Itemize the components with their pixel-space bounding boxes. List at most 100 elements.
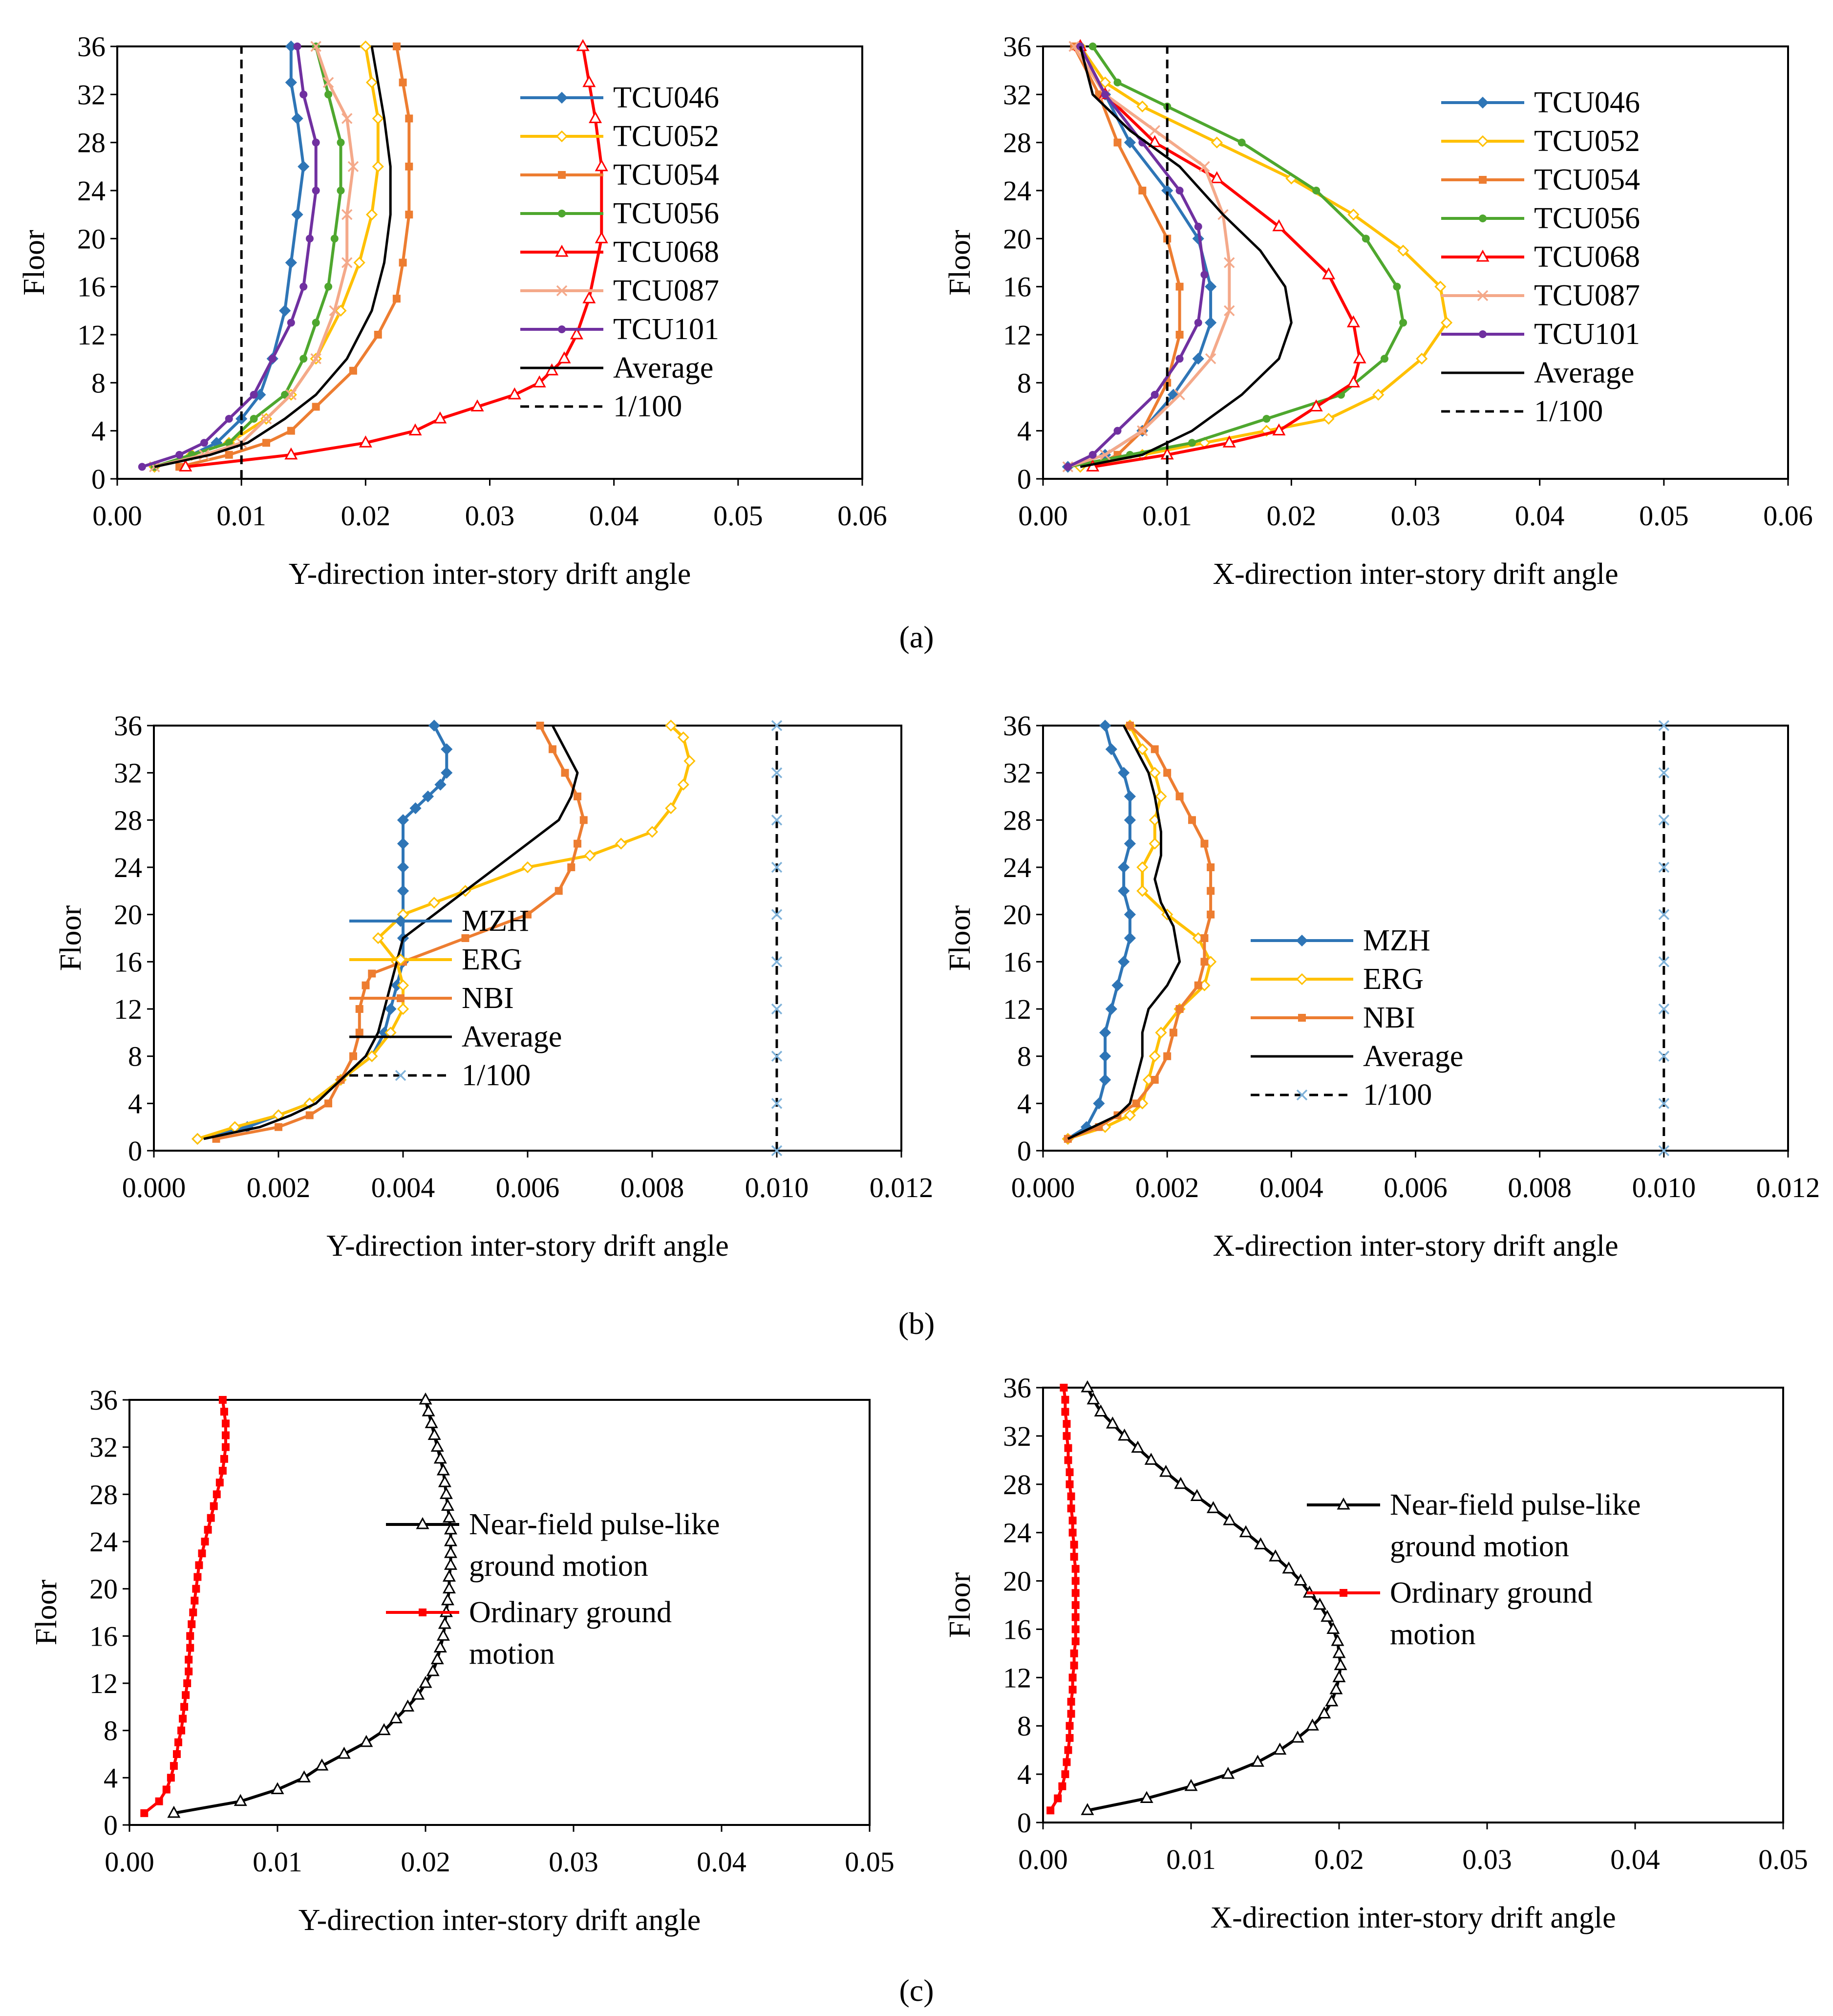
data-point (185, 1655, 193, 1664)
data-point (359, 435, 372, 448)
data-point (1064, 1746, 1072, 1754)
data-point (1207, 910, 1215, 919)
data-point (1068, 1528, 1077, 1537)
data-point (1061, 1770, 1069, 1779)
data-point (192, 1133, 204, 1145)
data-point (1318, 1706, 1331, 1718)
legend-label: ERG (1363, 963, 1424, 996)
data-point (683, 755, 696, 767)
data-point (179, 1715, 187, 1723)
data-point (438, 1617, 451, 1629)
data-point (1136, 743, 1149, 755)
legend: TCU046 TCU052 TCU054 TCU056 TCU068 TCU087 TCU1… (1441, 86, 1640, 428)
data-point (1099, 449, 1111, 461)
legend-label: NBI (1363, 1001, 1415, 1034)
data-point (433, 411, 447, 424)
y-tick-label: 32 (89, 1432, 118, 1463)
data-point (1071, 1601, 1080, 1609)
data-point (555, 130, 568, 143)
data-point (1334, 1658, 1347, 1671)
data-point (1194, 319, 1202, 327)
data-point (444, 1558, 458, 1570)
data-point (1064, 463, 1072, 471)
data-point (1068, 41, 1080, 52)
y-tick-label: 36 (77, 31, 106, 63)
data-point (574, 839, 581, 848)
y-tick-label: 4 (104, 1762, 118, 1794)
x-tick-label: 0.00 (1018, 1844, 1068, 1875)
data-point (285, 76, 297, 88)
data-point (372, 160, 384, 172)
chart-b-left: 0 4 8 12 16 20 24 28 32 36 0.000 0.002 0.004 0.006 0.0… (54, 710, 933, 1263)
data-point (1124, 932, 1136, 944)
x-axis-label: Y-direction inter-story drift angle (289, 558, 691, 591)
data-point (1159, 1464, 1173, 1477)
x-tick-label: 0.006 (496, 1172, 560, 1203)
data-point (444, 1534, 458, 1546)
x-tick-label: 0.05 (1758, 1844, 1808, 1875)
data-point (1200, 271, 1209, 279)
data-point (310, 41, 321, 52)
data-point (1113, 427, 1122, 435)
series-near-field-pulse-like-ground-motion (1081, 1380, 1347, 1815)
data-point (771, 1051, 783, 1062)
y-tick-label: 28 (89, 1479, 118, 1510)
data-point (1113, 78, 1122, 86)
data-point (1093, 1097, 1105, 1110)
x-tick-label: 0.04 (1610, 1844, 1660, 1875)
data-point (1067, 1710, 1075, 1718)
data-point (508, 387, 521, 400)
data-point (1188, 439, 1196, 447)
x-tick-label: 0.01 (1142, 500, 1192, 532)
data-point (426, 1664, 440, 1676)
charts-layer: 0 4 8 12 16 20 24 28 32 36 0.00 0.01 0.02 0.03 0.04 0.0… (18, 31, 1820, 1937)
data-point (1658, 767, 1670, 778)
data-point (177, 1726, 186, 1735)
data-point (213, 1490, 221, 1499)
data-point (1347, 209, 1360, 221)
data-point (1353, 351, 1366, 364)
data-point (312, 187, 320, 194)
y-axis-label: Floor (943, 230, 977, 296)
data-point (1138, 187, 1147, 194)
data-point (1200, 934, 1209, 942)
legend-label: TCU056 (613, 197, 719, 230)
data-point (365, 76, 378, 88)
data-point (384, 1003, 397, 1015)
data-point (1658, 1098, 1670, 1109)
data-point (372, 932, 384, 944)
data-point (1332, 1670, 1346, 1682)
data-point (1477, 290, 1489, 301)
x-tick-label: 0.004 (371, 1172, 435, 1203)
x-tick-label: 0.002 (1135, 1172, 1199, 1203)
data-point (1063, 1758, 1071, 1766)
series-average (203, 725, 579, 1140)
x-axis-label: X-direction inter-story drift angle (1213, 1229, 1618, 1263)
data-point (1282, 1561, 1296, 1574)
series-line (1067, 725, 1181, 1140)
data-point (1205, 353, 1216, 365)
data-point (1251, 1755, 1264, 1767)
x-tick-label: 0.01 (1166, 1844, 1216, 1875)
data-point (419, 1392, 432, 1405)
data-point (189, 1609, 197, 1616)
y-axis-label: Floor (30, 1579, 63, 1645)
data-point (438, 1475, 451, 1487)
data-point (615, 837, 627, 850)
data-point (1099, 1073, 1111, 1086)
data-point (436, 1629, 450, 1641)
x-tick-label: 0.000 (122, 1172, 186, 1203)
data-point (1200, 958, 1209, 966)
y-tick-label: 4 (128, 1088, 142, 1119)
data-point (771, 1003, 783, 1015)
data-point (401, 1699, 415, 1712)
x-tick-label: 0.008 (620, 1172, 684, 1203)
legend-label: TCU046 (1534, 86, 1640, 119)
data-point (299, 355, 308, 363)
legend-label: Near-field pulse-like (1390, 1488, 1641, 1522)
x-tick-label: 0.012 (1756, 1172, 1820, 1203)
data-point (1325, 1694, 1339, 1707)
series-tcu068 (179, 39, 608, 472)
data-point (1175, 1005, 1184, 1013)
y-tick-label: 28 (77, 127, 106, 159)
